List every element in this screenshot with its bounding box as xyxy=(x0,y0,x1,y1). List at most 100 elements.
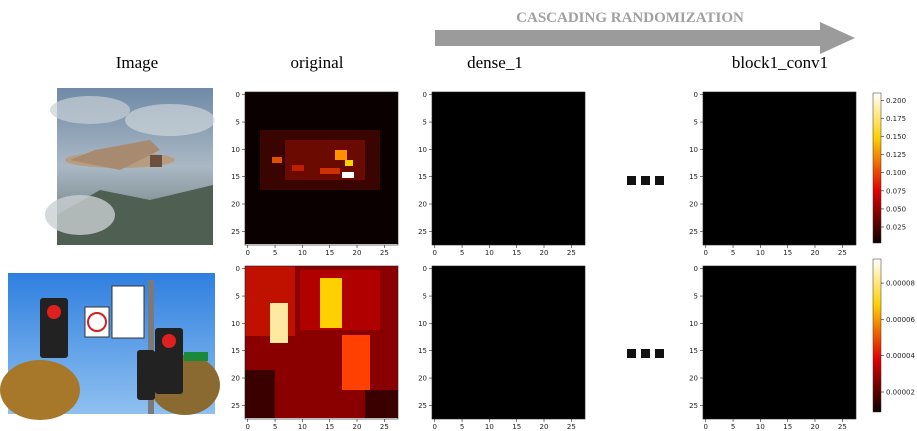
y-tick-label: 5 xyxy=(694,119,698,127)
x-tick-label: 15 xyxy=(783,423,792,431)
x-tick-label: 10 xyxy=(298,423,307,431)
x-tick-label: 10 xyxy=(756,423,765,431)
y-tick-label: 20 xyxy=(689,375,698,383)
y-tick-label: 20 xyxy=(689,201,698,209)
x-tick-label: 10 xyxy=(298,249,307,257)
heatmap xyxy=(703,266,856,419)
y-tick-label: 25 xyxy=(418,402,427,410)
y-tick-label: 25 xyxy=(689,228,698,236)
x-tick-label: 20 xyxy=(353,249,362,257)
colorbar-tick-label: 0.125 xyxy=(886,151,906,159)
x-tick-label: 15 xyxy=(325,249,334,257)
colorbar-tick-label: 0.200 xyxy=(886,97,906,105)
y-tick-label: 5 xyxy=(236,119,240,127)
x-tick-label: 10 xyxy=(756,249,765,257)
colorbar-tick-label: 0.00004 xyxy=(886,352,915,360)
y-tick-label: 0 xyxy=(236,91,240,99)
y-tick-label: 15 xyxy=(689,173,698,181)
x-tick-label: 10 xyxy=(485,423,494,431)
column-label: dense_1 xyxy=(467,53,523,72)
x-tick-label: 25 xyxy=(838,423,847,431)
colorbar-tick-label: 0.175 xyxy=(886,115,906,123)
x-tick-label: 0 xyxy=(245,249,249,257)
colorbar-tick-label: 0.150 xyxy=(886,133,906,141)
x-tick-label: 15 xyxy=(783,249,792,257)
x-tick-label: 0 xyxy=(432,249,436,257)
y-tick-label: 15 xyxy=(231,173,240,181)
column-label: Image xyxy=(116,53,158,72)
y-tick-label: 25 xyxy=(231,402,240,410)
x-tick-label: 15 xyxy=(512,249,521,257)
colorbar-tick-label: 0.00008 xyxy=(886,280,915,288)
x-tick-label: 15 xyxy=(512,423,521,431)
x-tick-label: 25 xyxy=(838,249,847,257)
colorbar-tick-label: 0.00002 xyxy=(886,389,915,397)
heatmap-original-1 xyxy=(245,92,398,244)
x-tick-label: 5 xyxy=(460,423,464,431)
y-tick-label: 15 xyxy=(418,347,427,355)
heatmap-original-2 xyxy=(245,266,398,418)
y-tick-label: 20 xyxy=(418,201,427,209)
photo-airplane xyxy=(45,88,215,245)
y-tick-label: 5 xyxy=(423,119,427,127)
column-label: original xyxy=(291,53,344,72)
x-tick-label: 25 xyxy=(567,249,576,257)
y-tick-label: 0 xyxy=(236,265,240,273)
x-tick-label: 5 xyxy=(731,423,735,431)
x-tick-label: 20 xyxy=(540,423,549,431)
y-tick-label: 0 xyxy=(694,91,698,99)
y-tick-label: 0 xyxy=(423,91,427,99)
x-tick-label: 5 xyxy=(273,249,277,257)
y-tick-label: 15 xyxy=(231,347,240,355)
y-tick-label: 25 xyxy=(231,228,240,236)
y-tick-label: 5 xyxy=(423,293,427,301)
arrow-label: CASCADING RANDOMIZATION xyxy=(516,10,744,26)
colorbar-tick-label: 0.025 xyxy=(886,224,906,232)
y-tick-label: 10 xyxy=(418,320,427,328)
x-tick-label: 20 xyxy=(811,249,820,257)
x-tick-label: 0 xyxy=(703,249,707,257)
y-tick-label: 5 xyxy=(694,293,698,301)
figure: CASCADING RANDOMIZATION Image original d… xyxy=(0,0,917,431)
colorbar xyxy=(873,93,881,243)
x-tick-label: 20 xyxy=(353,423,362,431)
y-tick-label: 15 xyxy=(689,347,698,355)
y-tick-label: 10 xyxy=(418,146,427,154)
colorbar xyxy=(873,259,881,412)
colorbar-tick-label: 0.100 xyxy=(886,169,906,177)
y-tick-label: 10 xyxy=(231,146,240,154)
heatmap xyxy=(432,266,585,419)
y-tick-label: 10 xyxy=(231,320,240,328)
y-tick-label: 25 xyxy=(689,402,698,410)
x-tick-label: 0 xyxy=(703,423,707,431)
x-tick-label: 25 xyxy=(380,423,389,431)
y-tick-label: 5 xyxy=(236,293,240,301)
y-tick-label: 10 xyxy=(689,146,698,154)
colorbar-tick-label: 0.075 xyxy=(886,187,906,195)
y-tick-label: 15 xyxy=(418,173,427,181)
y-tick-label: 25 xyxy=(418,228,427,236)
y-tick-label: 20 xyxy=(231,201,240,209)
x-tick-label: 5 xyxy=(273,423,277,431)
x-tick-label: 5 xyxy=(460,249,464,257)
y-tick-label: 0 xyxy=(423,265,427,273)
x-tick-label: 20 xyxy=(811,423,820,431)
y-tick-label: 20 xyxy=(418,375,427,383)
column-label: block1_conv1 xyxy=(732,53,828,72)
y-tick-label: 0 xyxy=(694,265,698,273)
heatmap xyxy=(432,92,585,245)
y-tick-label: 10 xyxy=(689,320,698,328)
x-tick-label: 10 xyxy=(485,249,494,257)
x-tick-label: 0 xyxy=(245,423,249,431)
x-tick-label: 20 xyxy=(540,249,549,257)
x-tick-label: 25 xyxy=(380,249,389,257)
x-tick-label: 0 xyxy=(432,423,436,431)
colorbar-tick-label: 0.050 xyxy=(886,205,906,213)
heatmap xyxy=(703,92,856,245)
x-tick-label: 5 xyxy=(731,249,735,257)
arrow xyxy=(435,22,855,54)
x-tick-label: 25 xyxy=(567,423,576,431)
x-tick-label: 15 xyxy=(325,423,334,431)
ellipsis xyxy=(627,176,664,358)
colorbar-tick-label: 0.00006 xyxy=(886,316,915,324)
